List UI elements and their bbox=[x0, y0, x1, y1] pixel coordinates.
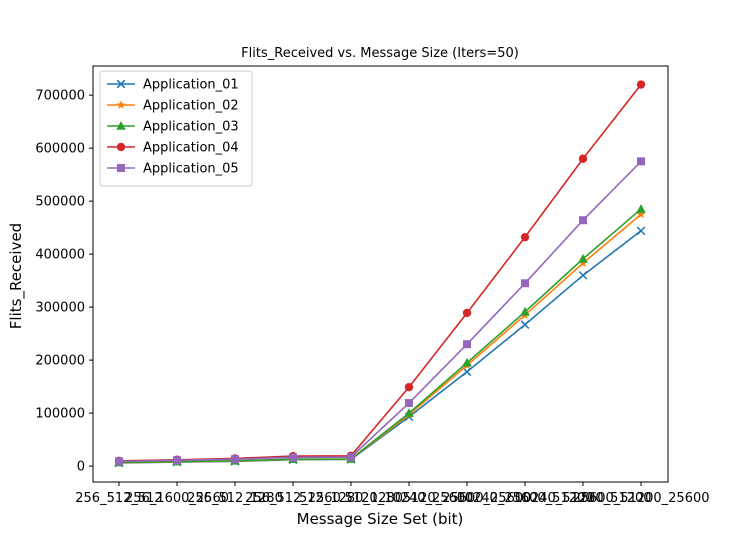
legend-label: Application_03 bbox=[143, 120, 239, 135]
x-tick-label: 5120_10240_25600 bbox=[345, 491, 474, 506]
legend-label: Application_02 bbox=[143, 99, 239, 114]
legend-item: Application_02 bbox=[107, 99, 239, 114]
legend-item: Application_03 bbox=[107, 120, 239, 135]
y-tick-label: 600000 bbox=[35, 142, 85, 157]
legend-frame bbox=[99, 70, 253, 187]
data-point bbox=[579, 216, 587, 225]
data-point bbox=[637, 157, 645, 166]
legend-item: Application_05 bbox=[107, 162, 239, 177]
legend-label: Application_04 bbox=[143, 141, 239, 156]
x-tick-label: 512_1280_1280 bbox=[299, 491, 403, 506]
data-point bbox=[520, 306, 530, 316]
data-point bbox=[173, 456, 181, 465]
series-layer bbox=[114, 80, 646, 468]
data-point bbox=[578, 270, 588, 280]
data-point bbox=[116, 121, 126, 130]
data-point bbox=[636, 204, 646, 213]
series-line bbox=[118, 160, 642, 463]
data-point bbox=[636, 80, 646, 89]
legend: Application_01 Application_02 Application_… bbox=[99, 70, 253, 187]
data-point bbox=[578, 253, 588, 263]
series-5 bbox=[115, 157, 645, 466]
data-point bbox=[231, 455, 239, 464]
data-point bbox=[404, 382, 414, 392]
y-tick-label: 0 bbox=[77, 460, 85, 475]
legend-label: Application_01 bbox=[143, 78, 239, 93]
data-point bbox=[578, 154, 588, 163]
data-point bbox=[116, 100, 126, 109]
data-point bbox=[521, 279, 529, 288]
legend-item: Application_04 bbox=[107, 141, 239, 156]
y-tick-label: 200000 bbox=[35, 354, 85, 369]
y-tick-label: 500000 bbox=[35, 195, 85, 210]
data-point bbox=[636, 209, 646, 219]
y-tick-label: 300000 bbox=[35, 301, 85, 316]
data-point bbox=[405, 399, 413, 408]
y-tick-label: 700000 bbox=[35, 89, 85, 104]
data-point bbox=[462, 308, 472, 318]
data-point bbox=[463, 340, 471, 349]
data-point bbox=[116, 79, 126, 89]
data-point bbox=[636, 226, 646, 236]
data-point bbox=[462, 367, 472, 377]
plot-frame bbox=[92, 65, 669, 483]
series-3 bbox=[114, 204, 646, 467]
series-line bbox=[118, 208, 642, 464]
data-point bbox=[115, 457, 123, 466]
y-tick-label: 100000 bbox=[35, 407, 85, 422]
data-point bbox=[347, 453, 355, 462]
x-tick-label: 256_512_512 bbox=[75, 491, 162, 506]
series-line bbox=[118, 213, 642, 464]
data-point bbox=[462, 357, 472, 367]
y-axis: 0 100000 200000 300000 400000 500000 600000 700… bbox=[35, 89, 93, 475]
series-line bbox=[118, 230, 642, 464]
data-point bbox=[404, 408, 414, 417]
data-point bbox=[289, 453, 297, 462]
x-tick-label: 5120_25600_25600 bbox=[403, 491, 532, 506]
x-tick-label: 10240_25600_51200 bbox=[456, 491, 593, 506]
plot-area bbox=[92, 65, 669, 483]
x-tick-label: 256_512_1280 bbox=[187, 491, 283, 506]
data-point bbox=[520, 320, 530, 329]
legend-label: Application_05 bbox=[143, 162, 239, 177]
x-tick-label: 25600_51200_25600 bbox=[572, 491, 709, 506]
x-tick-label: 256_1600_2560 bbox=[125, 491, 229, 506]
x-axis: 256_512_512256_1600_2560256_512_1280256_… bbox=[75, 482, 710, 506]
legend-item: Application_01 bbox=[107, 78, 239, 93]
data-point bbox=[116, 142, 126, 152]
data-point bbox=[520, 232, 530, 242]
x-tick-label: 256_512_2560 bbox=[245, 491, 341, 506]
y-axis-label: Flits_Received bbox=[7, 223, 26, 329]
chart-title: Flits_Received vs. Message Size (Iters=5… bbox=[241, 46, 519, 61]
x-axis-label: Message Size Set (bit) bbox=[297, 510, 464, 528]
x-tick-label: 10240_51200_51200 bbox=[514, 491, 651, 506]
y-tick-label: 400000 bbox=[35, 248, 85, 263]
series-2 bbox=[114, 209, 646, 467]
data-point bbox=[117, 164, 125, 172]
